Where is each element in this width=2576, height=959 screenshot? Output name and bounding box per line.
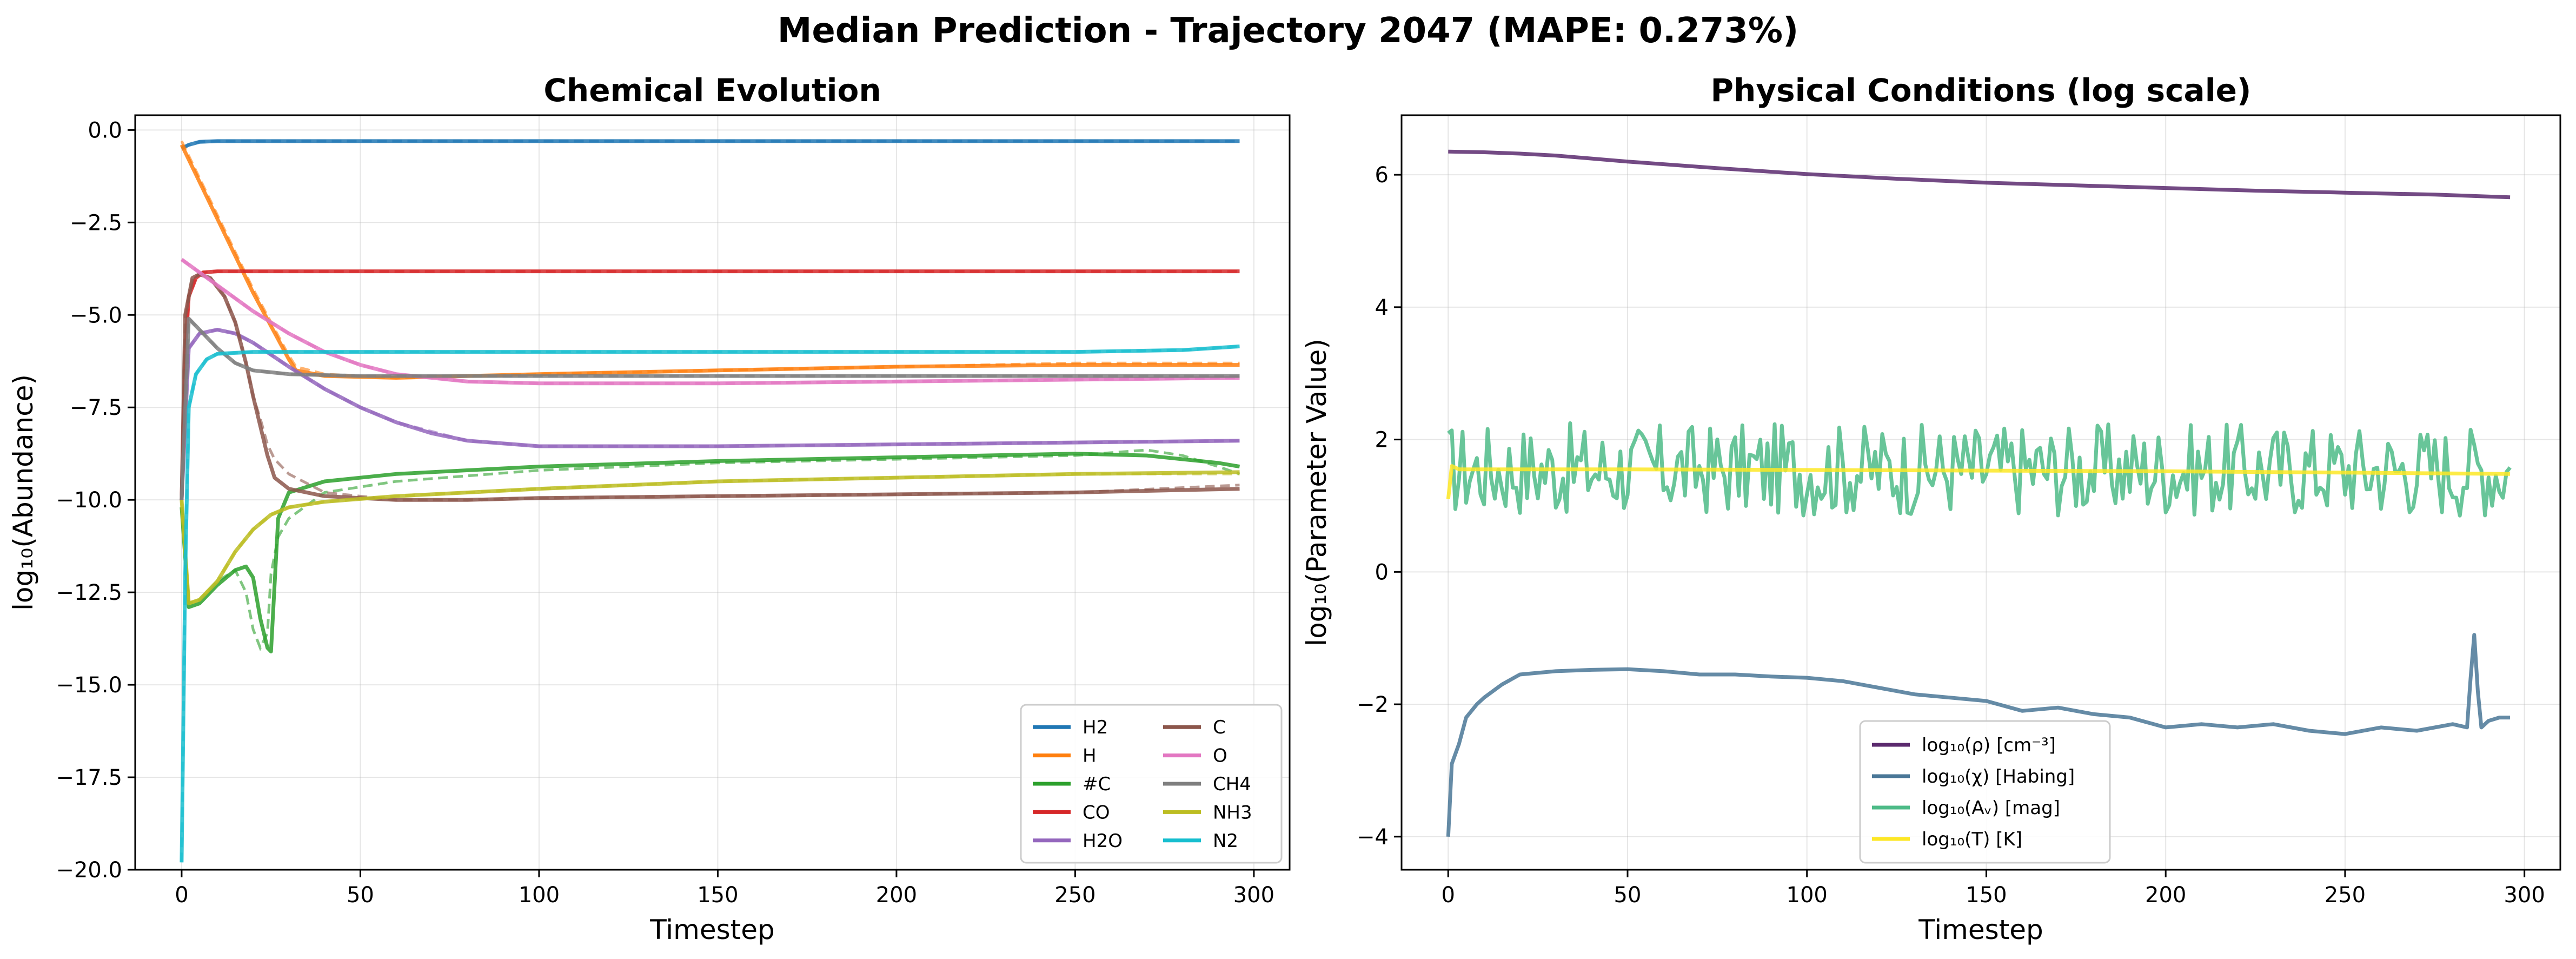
x-tick-label: 250 [1054,883,1096,908]
legend-label: C [1213,717,1226,738]
series-truth-line-h2o [180,328,1240,500]
series-truth-line-co [180,270,1240,500]
series-line-log-a-mag [1447,421,2512,518]
legend-label: NH3 [1213,802,1252,823]
series-truth-line-o [181,258,1240,385]
x-tick-label: 200 [876,883,917,908]
x-tick-label: 300 [1233,883,1274,908]
legend-label: log₁₀(χ) [Habing] [1922,766,2075,788]
legend: log₁₀(ρ) [cm⁻³] log₁₀(χ) [Habing] log₁₀(Aᵥ… [1859,720,2111,864]
legend-label: log₁₀(T) [K] [1922,829,2022,850]
y-tick-label: 4 [1375,295,1389,320]
x-tick-label: 150 [697,883,738,908]
legend-label: log₁₀(Aᵥ) [mag] [1922,797,2060,819]
x-tick-label: 0 [175,883,188,908]
series-truth-line-c [180,448,1240,651]
figure-title: Median Prediction - Trajectory 2047 (MAP… [778,11,1799,51]
y-axis-label: log₁₀(Abundance) [8,374,39,611]
legend-item-log-t-k: log₁₀(T) [K] [1872,829,2022,850]
y-tick-label: −2.5 [70,210,122,235]
legend-item-co: CO [1033,802,1110,823]
legend-box [1020,704,1283,864]
y-tick-label: −4 [1357,825,1389,850]
y-axis-label: log₁₀(Parameter Value) [1301,339,1332,646]
x-tick-label: 100 [519,883,560,908]
y-tick-label: 2 [1375,428,1389,453]
legend: H2 H #C CO H2O CO CH4 NH3 N2 [1020,704,1283,864]
series-truth-line-n2 [180,345,1240,863]
series-line-h [180,144,1240,380]
legend-item-o: O [1163,745,1227,767]
x-tick-label: 50 [347,883,374,908]
y-tick-label: −17.5 [56,765,122,790]
legend-label: #C [1083,773,1111,795]
plot-area [180,139,1240,863]
legend-item-log-cm: log₁₀(ρ) [cm⁻³] [1872,735,2056,756]
plot-area [1446,149,2512,837]
y-tick-label: −2 [1357,692,1389,717]
legend-item-h2: H2 [1033,717,1108,738]
x-axis-label: Timestep [1918,914,2043,945]
series-line-log-t-k [1446,464,2511,500]
y-tick-label: −12.5 [56,580,122,605]
series-line-co [180,269,1240,500]
legend-label: H [1083,745,1097,767]
y-tick-label: −15.0 [56,673,122,698]
legend-item-c: #C [1033,773,1111,795]
x-tick-label: 0 [1442,883,1455,908]
legend-item-log-a-mag: log₁₀(Aᵥ) [mag] [1872,797,2060,819]
series-line-log-habing [1446,633,2511,837]
y-tick-label: −10.0 [56,488,122,513]
series-truth-line-h2 [181,140,1240,150]
series-line-c [180,272,1240,502]
legend-item-c: C [1163,717,1226,738]
legend-label: H2O [1083,830,1123,852]
panel-title: Chemical Evolution [543,72,881,109]
legend-label: CH4 [1213,773,1251,795]
chemical-evolution-panel: 0 50 100 150 200 250 300 −20.0 −17.5 −15.0 −12.5 −1… [8,72,1291,945]
legend-item-log-habing: log₁₀(χ) [Habing] [1872,766,2075,788]
legend-item-n2: N2 [1163,830,1238,852]
series-truth-line-ch4 [180,315,1240,500]
x-tick-label: 250 [2325,883,2366,908]
legend-label: N2 [1213,830,1238,852]
legend-item-h: H [1033,745,1097,767]
legend-item-ch4: CH4 [1163,773,1251,795]
axes-frame [134,114,1291,871]
y-tick-label: 0 [1375,560,1389,585]
legend-label: H2 [1083,717,1108,738]
series-truth-line-h [180,140,1240,380]
series-truth-line-nh3 [180,472,1240,606]
x-tick-label: 300 [2504,883,2545,908]
panel-title: Physical Conditions (log scale) [1711,72,2252,109]
x-axis-label: Timestep [649,914,775,945]
x-tick-label: 150 [1966,883,2007,908]
y-tick-label: −20.0 [56,858,122,883]
x-tick-label: 100 [1787,883,1828,908]
axes-frame [1400,114,2561,871]
legend-item-nh3: NH3 [1163,802,1252,823]
physical-conditions-panel: 0 50 100 150 200 250 300 −4 −2 0 2 4 6 Physical Condi… [1301,72,2561,945]
x-tick-label: 50 [1614,883,1642,908]
y-tick-label: −7.5 [70,395,122,420]
series-line-log-cm [1448,149,2511,200]
legend-item-h2o: H2O [1033,830,1123,852]
legend-box [1859,720,2111,864]
legend-label: log₁₀(ρ) [cm⁻³] [1922,735,2056,756]
y-tick-label: 0.0 [88,118,122,143]
series-line-c [180,452,1240,653]
legend-label: CO [1083,802,1110,823]
x-tick-label: 200 [2145,883,2186,908]
y-tick-label: −5.0 [70,303,122,328]
legend-label: O [1213,745,1227,767]
series-truth-line-c [180,273,1240,501]
y-tick-label: 6 [1375,163,1389,188]
